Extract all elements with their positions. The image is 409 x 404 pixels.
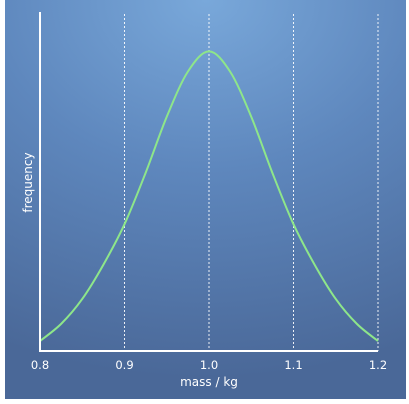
chart-panel: 0.8 0.9 1.0 1.1 1.2 mass / kg frequency: [5, 0, 406, 399]
grid-lines: [124, 14, 379, 351]
x-tick-label: 0.8: [31, 358, 49, 372]
x-tick-label: 1.2: [369, 358, 387, 372]
series-layer: [39, 50, 379, 342]
x-tick-label: 1.0: [200, 358, 218, 372]
x-tick-label: 0.9: [115, 358, 133, 372]
y-axis-label: frequency: [21, 152, 35, 212]
x-tick-label: 1.1: [284, 358, 302, 372]
chart: 0.8 0.9 1.0 1.1 1.2 mass / kg frequency: [21, 12, 387, 389]
x-tick-labels: 0.8 0.9 1.0 1.1 1.2: [31, 358, 387, 372]
distribution-curve: [39, 50, 379, 342]
x-axis-label: mass / kg: [180, 375, 238, 389]
